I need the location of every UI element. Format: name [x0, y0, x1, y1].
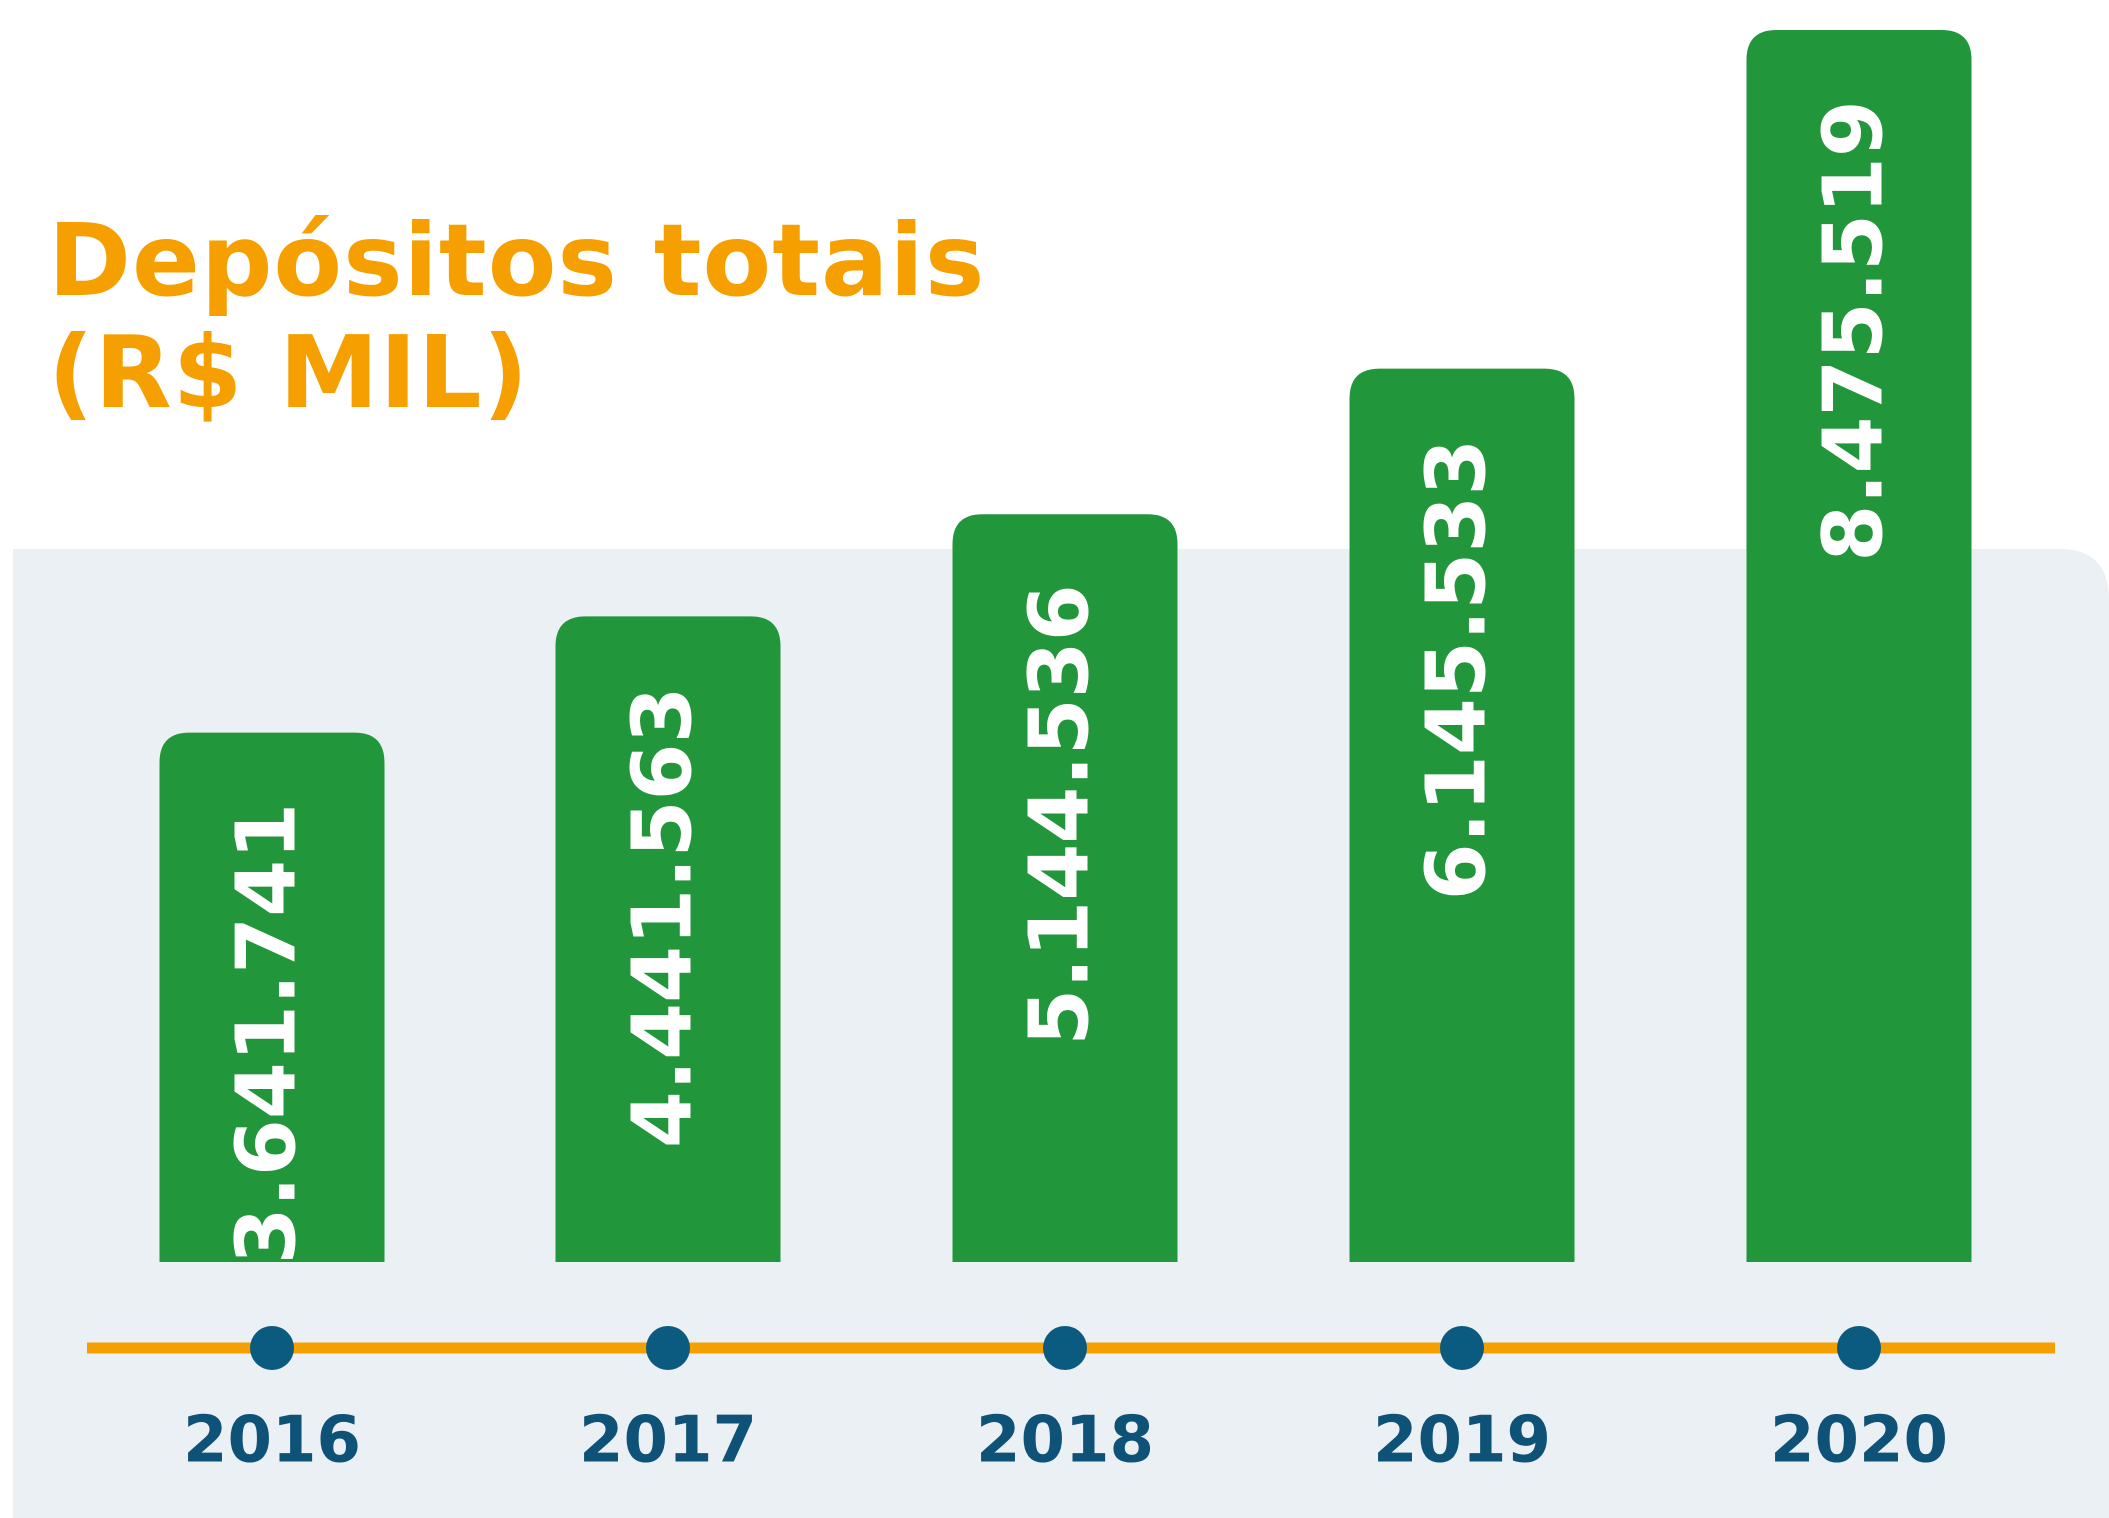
bar: [1746, 30, 1972, 1262]
timeline-dot: [1043, 1326, 1087, 1370]
value-label: 6.145.533: [1409, 439, 1504, 901]
value-label: 5.144.536: [1012, 584, 1107, 1046]
timeline-dot: [250, 1326, 294, 1370]
bar: [1349, 368, 1575, 1262]
x-tick-label: 2018: [976, 1404, 1154, 1478]
value-label: 3.641.741: [219, 803, 314, 1265]
chart-title: Depósitos totais (R$ MIL): [48, 202, 986, 431]
value-label: 8.475.519: [1806, 100, 1901, 562]
timeline-dot: [646, 1326, 690, 1370]
x-tick-label: 2016: [183, 1404, 361, 1478]
bar: [952, 514, 1178, 1262]
x-tick-label: 2019: [1373, 1404, 1551, 1478]
value-label: 4.441.563: [615, 686, 710, 1148]
x-tick-label: 2020: [1770, 1404, 1948, 1478]
timeline-dot: [1440, 1326, 1484, 1370]
timeline-dot: [1837, 1326, 1881, 1370]
bar: [159, 732, 385, 1262]
x-tick-label: 2017: [579, 1404, 757, 1478]
bar: [555, 616, 781, 1262]
